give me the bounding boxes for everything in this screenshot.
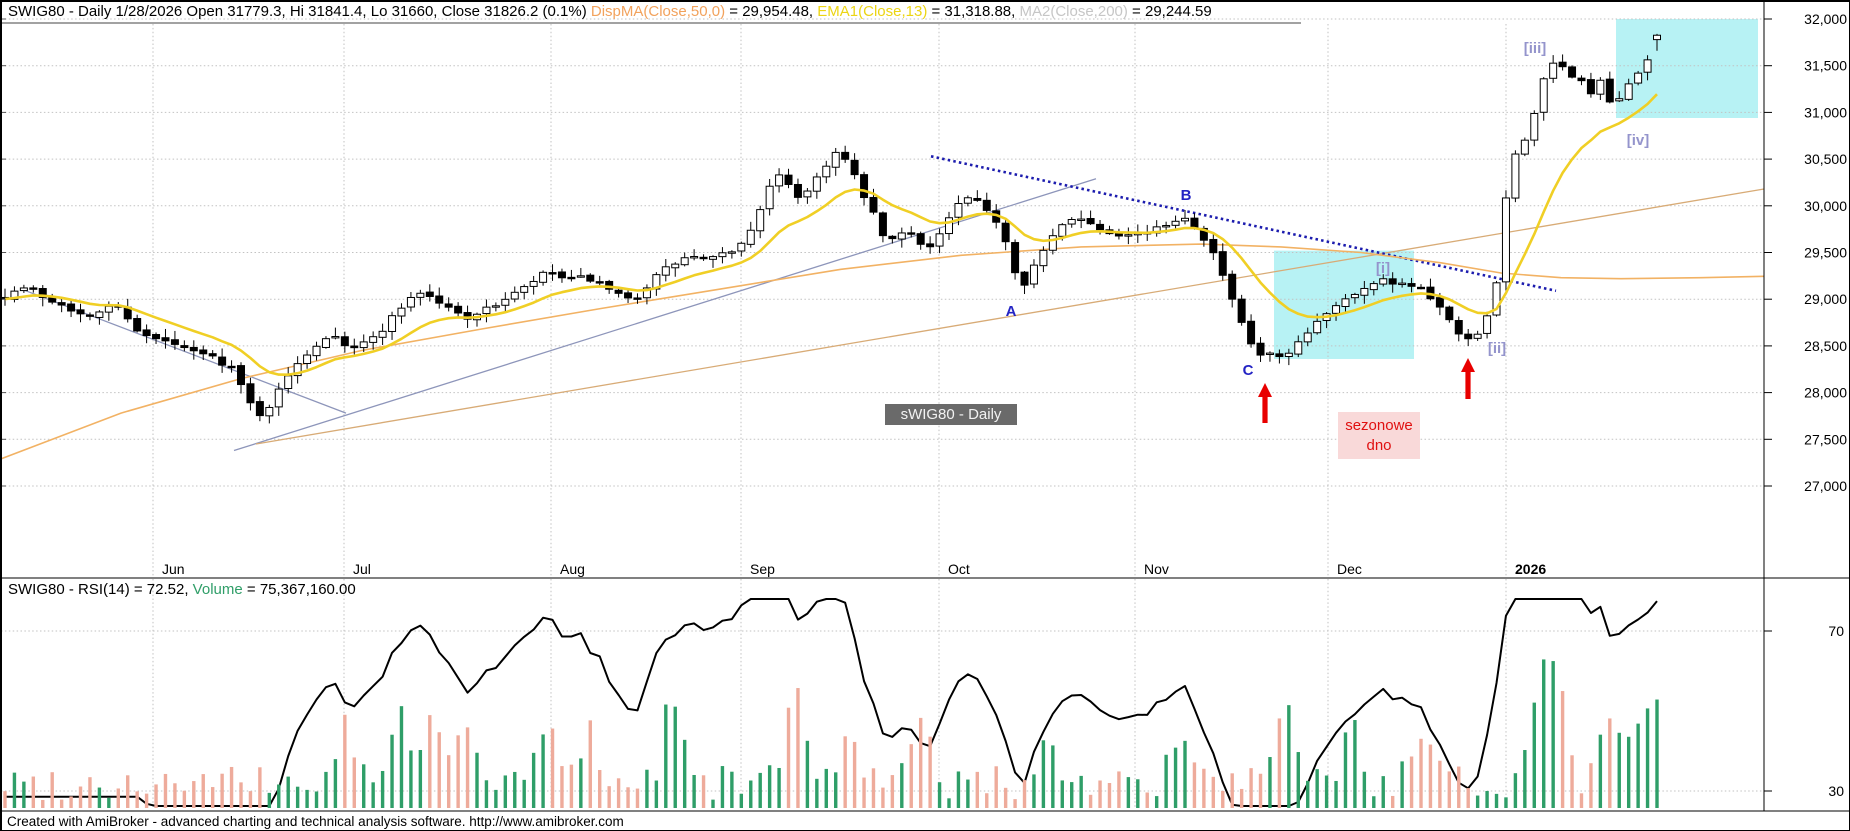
wave-label: [iv] bbox=[1627, 132, 1650, 149]
ma200-line bbox=[1, 243, 1765, 460]
price-axis-label: 31,000 bbox=[1804, 104, 1847, 120]
chart-tag-label: sWIG80 - Daily bbox=[901, 406, 1002, 423]
date-axis-label: Jun bbox=[162, 561, 185, 577]
wave-label: [iii] bbox=[1524, 40, 1547, 57]
wave-label: [i] bbox=[1376, 260, 1390, 277]
price-axis-label: 31,500 bbox=[1804, 58, 1847, 74]
title-segment: Volume bbox=[192, 581, 243, 598]
title-segment: DispMA(Close,50,0) bbox=[590, 3, 726, 20]
wave-label: [ii] bbox=[1488, 340, 1506, 357]
date-axis-label: Jul bbox=[353, 561, 371, 577]
title-segment: SWIG80 - Daily 1/28/2026 Open 31779.3, H… bbox=[8, 3, 591, 20]
title-segment: = 75,367,160.00 bbox=[242, 581, 356, 598]
title-segment: EMA1(Close,13) bbox=[817, 3, 928, 20]
rsi-axis-label: 30 bbox=[1828, 783, 1844, 799]
price-pane-title: SWIG80 - Daily 1/28/2026 Open 31779.3, H… bbox=[8, 3, 1212, 22]
date-axis-label: Aug bbox=[560, 561, 585, 577]
date-axis-label: Dec bbox=[1337, 561, 1362, 577]
price-axis-label: 27,000 bbox=[1804, 478, 1847, 494]
candlestick-series bbox=[1, 33, 1661, 424]
volume-bars bbox=[3, 659, 1659, 808]
up-arrow-marker bbox=[1461, 358, 1475, 399]
price-axis-label: 27,500 bbox=[1804, 431, 1847, 447]
price-axis-label: 29,500 bbox=[1804, 245, 1847, 261]
annotations: sWIG80 - Daily sezonowe dno A B C [i] [ii] [iii]… bbox=[885, 40, 1649, 459]
status-bar: Created with AmiBroker - advanced charti… bbox=[7, 814, 624, 829]
title-segment: MA2(Close,200) bbox=[1019, 3, 1128, 20]
title-segment: = 29,244.59 bbox=[1127, 3, 1212, 20]
price-axis-label: 28,500 bbox=[1804, 338, 1847, 354]
seasonal-bottom-label: dno bbox=[1366, 437, 1391, 454]
seasonal-bottom-label: sezonowe bbox=[1345, 417, 1413, 434]
wave-label: B bbox=[1181, 187, 1192, 204]
title-segment: = 29,954.48, bbox=[725, 3, 818, 20]
wave-label: C bbox=[1243, 362, 1254, 379]
price-axis-label: 29,000 bbox=[1804, 291, 1847, 307]
up-arrow-marker bbox=[1258, 383, 1272, 423]
date-axis-label: Sep bbox=[750, 561, 775, 577]
rsi-pane-title: SWIG80 - RSI(14) = 72.52, Volume = 75,36… bbox=[8, 581, 356, 600]
ema13-line bbox=[4, 93, 1658, 377]
title-segment: = 31,318.88, bbox=[927, 3, 1020, 20]
date-axis-label: 2026 bbox=[1515, 561, 1546, 577]
rsi-axis-label: 70 bbox=[1828, 623, 1844, 639]
price-axis-label: 32,000 bbox=[1804, 11, 1847, 27]
price-axis-label: 28,000 bbox=[1804, 385, 1847, 401]
date-axis-label: Oct bbox=[948, 561, 970, 577]
title-segment: SWIG80 - RSI(14) = 72.52, bbox=[8, 581, 193, 598]
wave-label: A bbox=[1006, 303, 1017, 320]
status-bar-text: Created with AmiBroker - advanced charti… bbox=[7, 814, 624, 829]
date-axis-label: Nov bbox=[1144, 561, 1169, 577]
price-axis-label: 30,000 bbox=[1804, 198, 1847, 214]
price-axis-label: 30,500 bbox=[1804, 151, 1847, 167]
rsi-line bbox=[5, 598, 1658, 807]
